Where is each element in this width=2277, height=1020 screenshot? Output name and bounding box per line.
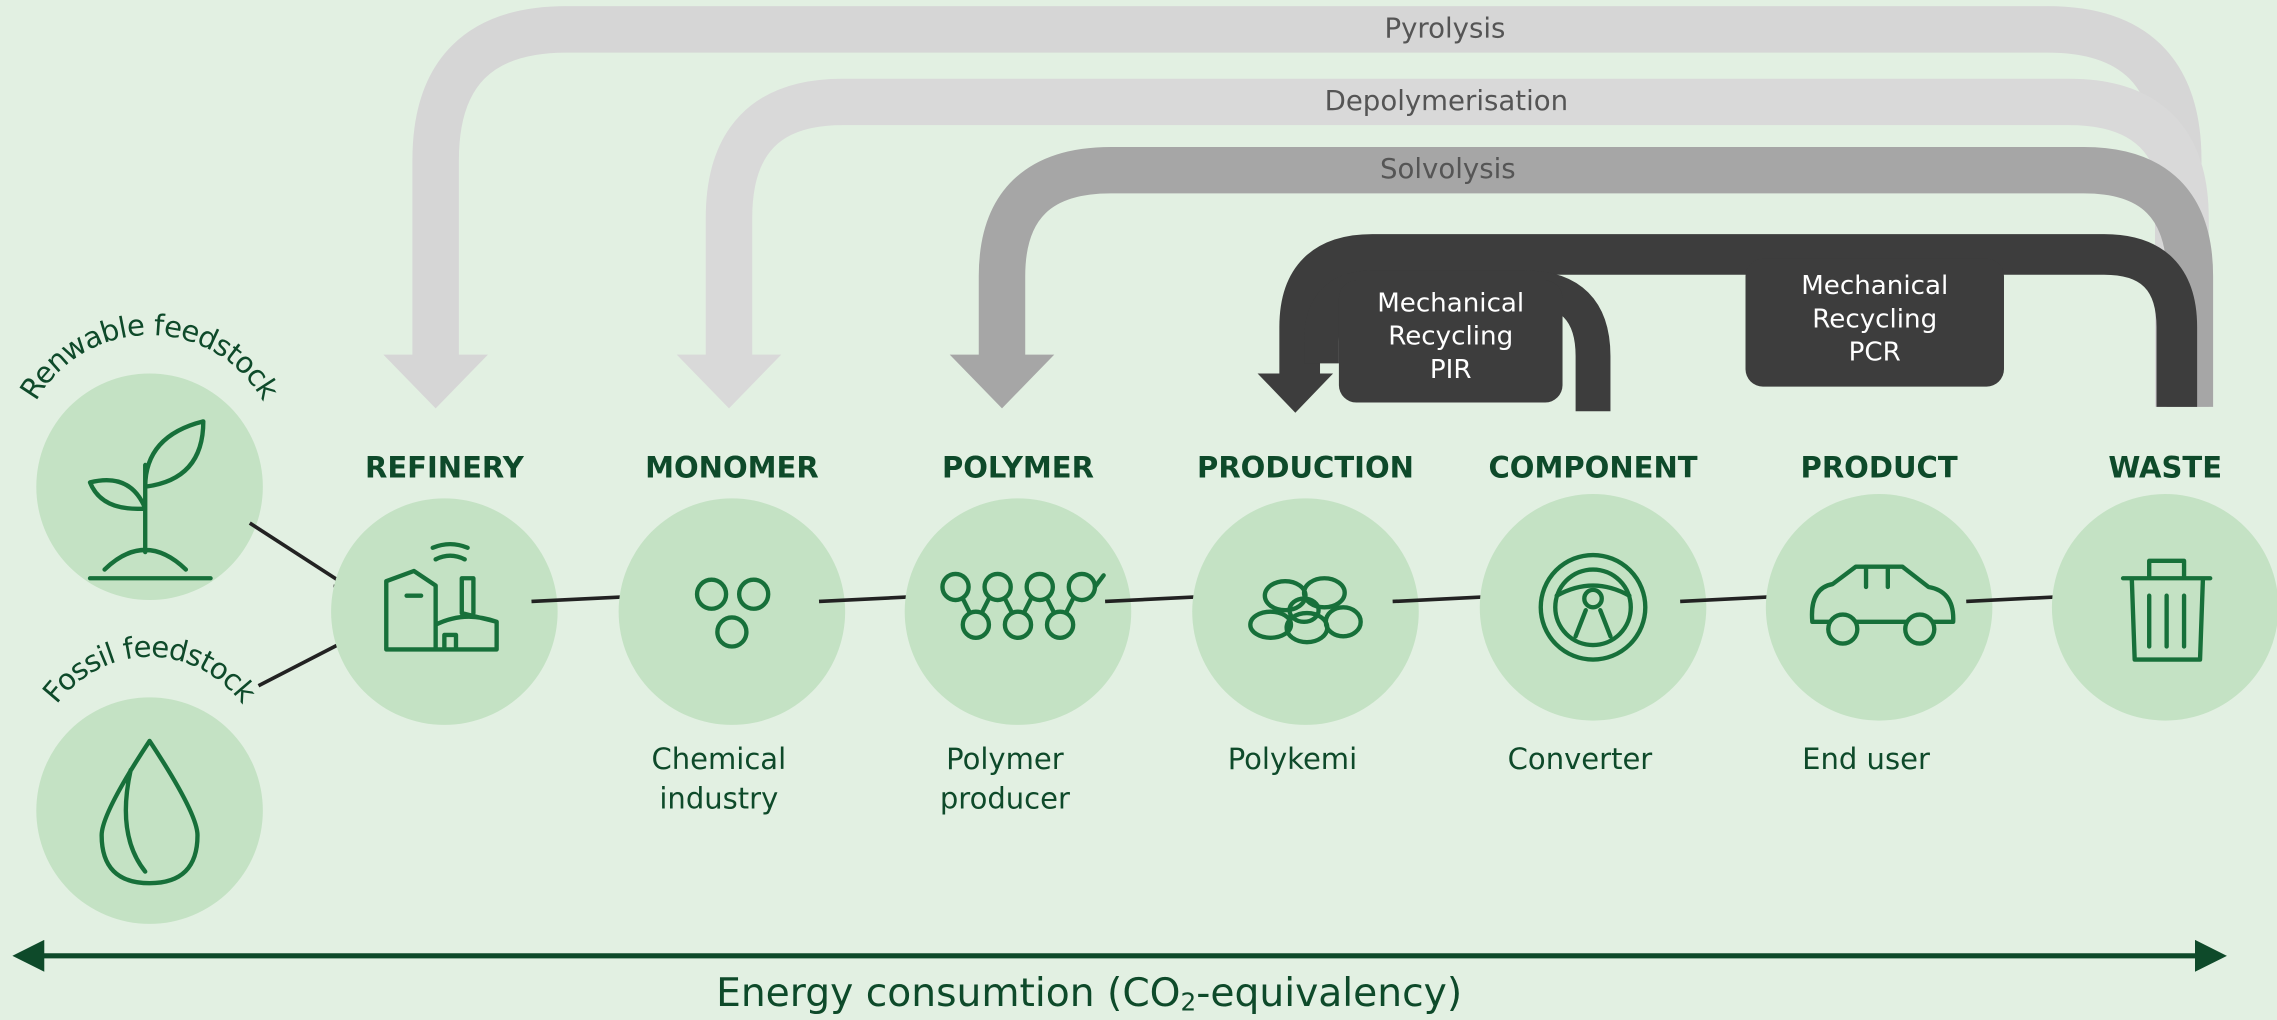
axis-label-part: -equivalency)	[1196, 971, 1462, 1016]
loop-pyrolysis	[383, 6, 2202, 409]
loop-label: Pyrolysis	[1384, 11, 1505, 44]
stage-actor: producer	[940, 781, 1070, 815]
axis-label-part: Energy consumtion (CO	[716, 971, 1180, 1016]
loop-label: Recycling	[1812, 304, 1937, 334]
drop-icon	[99, 738, 200, 886]
stage-actor: Polykemi	[1228, 742, 1357, 776]
loop-label: Depolymerisation	[1325, 84, 1568, 117]
stage-actor: Polymer	[946, 742, 1064, 776]
flow-arrow	[248, 521, 349, 587]
loop-label: Recycling	[1388, 322, 1513, 352]
plant-icon	[87, 419, 213, 581]
feedstock-circle	[36, 697, 263, 924]
stage-icons	[384, 541, 2213, 662]
loop-label: Solvolysis	[1380, 152, 1516, 185]
loop-depolymerisation	[676, 78, 2209, 409]
loop-label: Mechanical	[1801, 271, 1948, 301]
stage-title: COMPONENT	[1488, 450, 1697, 484]
loop-pcr	[1257, 234, 2198, 413]
axis-label-subscript: 2	[1181, 988, 1197, 1017]
loop-pir	[1304, 270, 1611, 412]
axis-label: Energy consumtion (CO2-equivalency)	[716, 971, 1462, 1017]
stage-title: PRODUCTION	[1197, 450, 1414, 484]
stage-title: POLYMER	[942, 450, 1094, 484]
stage-actor: industry	[659, 781, 778, 815]
loop-solvolysis	[949, 146, 2214, 409]
stage-actor: End user	[1802, 742, 1930, 776]
stage-circle	[1765, 494, 1993, 721]
stage-circle	[618, 498, 846, 725]
stage-actor: Chemical	[651, 742, 786, 776]
stage-title: REFINERY	[365, 450, 525, 484]
loop-label: Mechanical	[1377, 288, 1524, 318]
stage-title: PRODUCT	[1801, 450, 1958, 484]
loop-label: PCR	[1849, 338, 1901, 368]
stage-title: MONOMER	[645, 450, 819, 484]
stage-actor: Converter	[1508, 742, 1653, 776]
loop-label: PIR	[1430, 355, 1472, 385]
stage-title: WASTE	[2108, 450, 2222, 484]
stage-circle	[331, 498, 558, 725]
